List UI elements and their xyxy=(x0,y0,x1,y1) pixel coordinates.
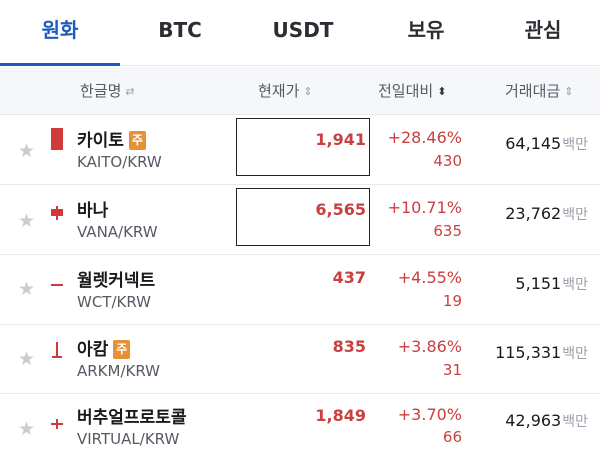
candle-icon xyxy=(49,128,65,150)
sort-by-name[interactable]: 한글명 ⇄ xyxy=(80,67,135,115)
change-rate: +4.55% xyxy=(397,268,462,287)
star-icon[interactable]: ★ xyxy=(18,140,36,162)
table-row[interactable]: ★ 월렛커넥트 WCT/KRW 437 +4.55% 19 5,151백만 xyxy=(0,256,600,325)
candle-icon xyxy=(49,206,65,220)
change-amount: 19 xyxy=(442,292,462,310)
star-icon[interactable]: ★ xyxy=(18,348,36,370)
change-rate: +10.71% xyxy=(387,198,462,217)
table-row[interactable]: ★ 버추얼프로토콜 VIRTUAL/KRW 1,849 +3.70% 66 42… xyxy=(0,395,600,455)
change-rate: +3.86% xyxy=(397,337,462,356)
change-amount: 31 xyxy=(442,361,462,379)
candle-icon xyxy=(49,342,65,358)
coin-name: 바나 xyxy=(77,201,109,221)
trade-volume: 23,762백만 xyxy=(505,204,588,223)
tab-holdings[interactable]: 보유 xyxy=(407,18,445,42)
swap-sort-icon: ⇄ xyxy=(125,84,135,98)
sort-by-price[interactable]: 현재가 ⇕ xyxy=(258,67,313,115)
sort-icon: ⇕ xyxy=(564,84,574,98)
trade-volume: 42,963백만 xyxy=(505,411,588,430)
caution-badge: 주 xyxy=(128,131,146,150)
current-price: 6,565 xyxy=(315,200,366,219)
trade-volume: 5,151백만 xyxy=(515,274,588,293)
sort-by-volume[interactable]: 거래대금 ⇕ xyxy=(505,67,573,115)
change-rate: +28.46% xyxy=(387,128,462,147)
candle-icon xyxy=(49,419,65,429)
coin-name: 카이토 주 xyxy=(77,126,146,151)
current-price: 1,941 xyxy=(315,130,366,149)
coin-name: 버추얼프로토콜 xyxy=(77,408,187,428)
tab-usdt[interactable]: USDT xyxy=(272,18,334,42)
trade-volume: 64,145백만 xyxy=(505,134,588,153)
current-price: 835 xyxy=(332,337,366,356)
coin-pair: ARKM/KRW xyxy=(77,362,160,380)
tab-favorites[interactable]: 관심 xyxy=(524,18,562,42)
star-icon[interactable]: ★ xyxy=(18,278,36,300)
change-amount: 635 xyxy=(433,222,462,240)
tab-btc[interactable]: BTC xyxy=(158,18,202,42)
column-change-label: 전일대비 xyxy=(378,82,434,100)
caution-badge: 주 xyxy=(113,340,131,359)
change-amount: 66 xyxy=(442,428,462,446)
sort-desc-icon: ⬍ xyxy=(437,84,447,98)
star-icon[interactable]: ★ xyxy=(18,418,36,440)
sort-icon: ⇕ xyxy=(303,84,313,98)
market-tabs: 원화 BTC USDT 보유 관심 xyxy=(0,0,600,66)
table-row[interactable]: ★ 바나 VANA/KRW 6,565 +10.71% 635 23,762백만 xyxy=(0,186,600,255)
star-icon[interactable]: ★ xyxy=(18,210,36,232)
current-price: 437 xyxy=(332,268,366,287)
coin-pair: WCT/KRW xyxy=(77,293,152,311)
sort-by-change[interactable]: 전일대비 ⬍ xyxy=(378,67,446,115)
change-rate: +3.70% xyxy=(397,405,462,424)
coin-pair: KAITO/KRW xyxy=(77,153,162,171)
table-row[interactable]: ★ 카이토 주 KAITO/KRW 1,941 +28.46% 430 64,14… xyxy=(0,116,600,185)
price-highlight-box xyxy=(236,118,370,176)
table-row[interactable]: ★ 아캄 주 ARKM/KRW 835 +3.86% 31 115,331백만 xyxy=(0,325,600,394)
coin-name: 월렛커넥트 xyxy=(77,271,156,291)
column-volume-label: 거래대금 xyxy=(505,82,561,100)
column-price-label: 현재가 xyxy=(258,82,300,100)
column-header: 한글명 ⇄ 현재가 ⇕ 전일대비 ⬍ 거래대금 ⇕ xyxy=(0,67,600,115)
coin-name: 아캄 주 xyxy=(77,335,131,360)
coin-pair: VIRTUAL/KRW xyxy=(77,430,180,448)
current-price: 1,849 xyxy=(315,406,366,425)
price-highlight-box xyxy=(236,188,370,246)
column-name-label: 한글명 xyxy=(80,82,122,100)
active-tab-indicator xyxy=(0,63,120,66)
trade-volume: 115,331백만 xyxy=(495,343,588,362)
coin-pair: VANA/KRW xyxy=(77,223,158,241)
candle-icon xyxy=(49,280,65,290)
change-amount: 430 xyxy=(433,152,462,170)
tab-krw[interactable]: 원화 xyxy=(41,18,79,42)
